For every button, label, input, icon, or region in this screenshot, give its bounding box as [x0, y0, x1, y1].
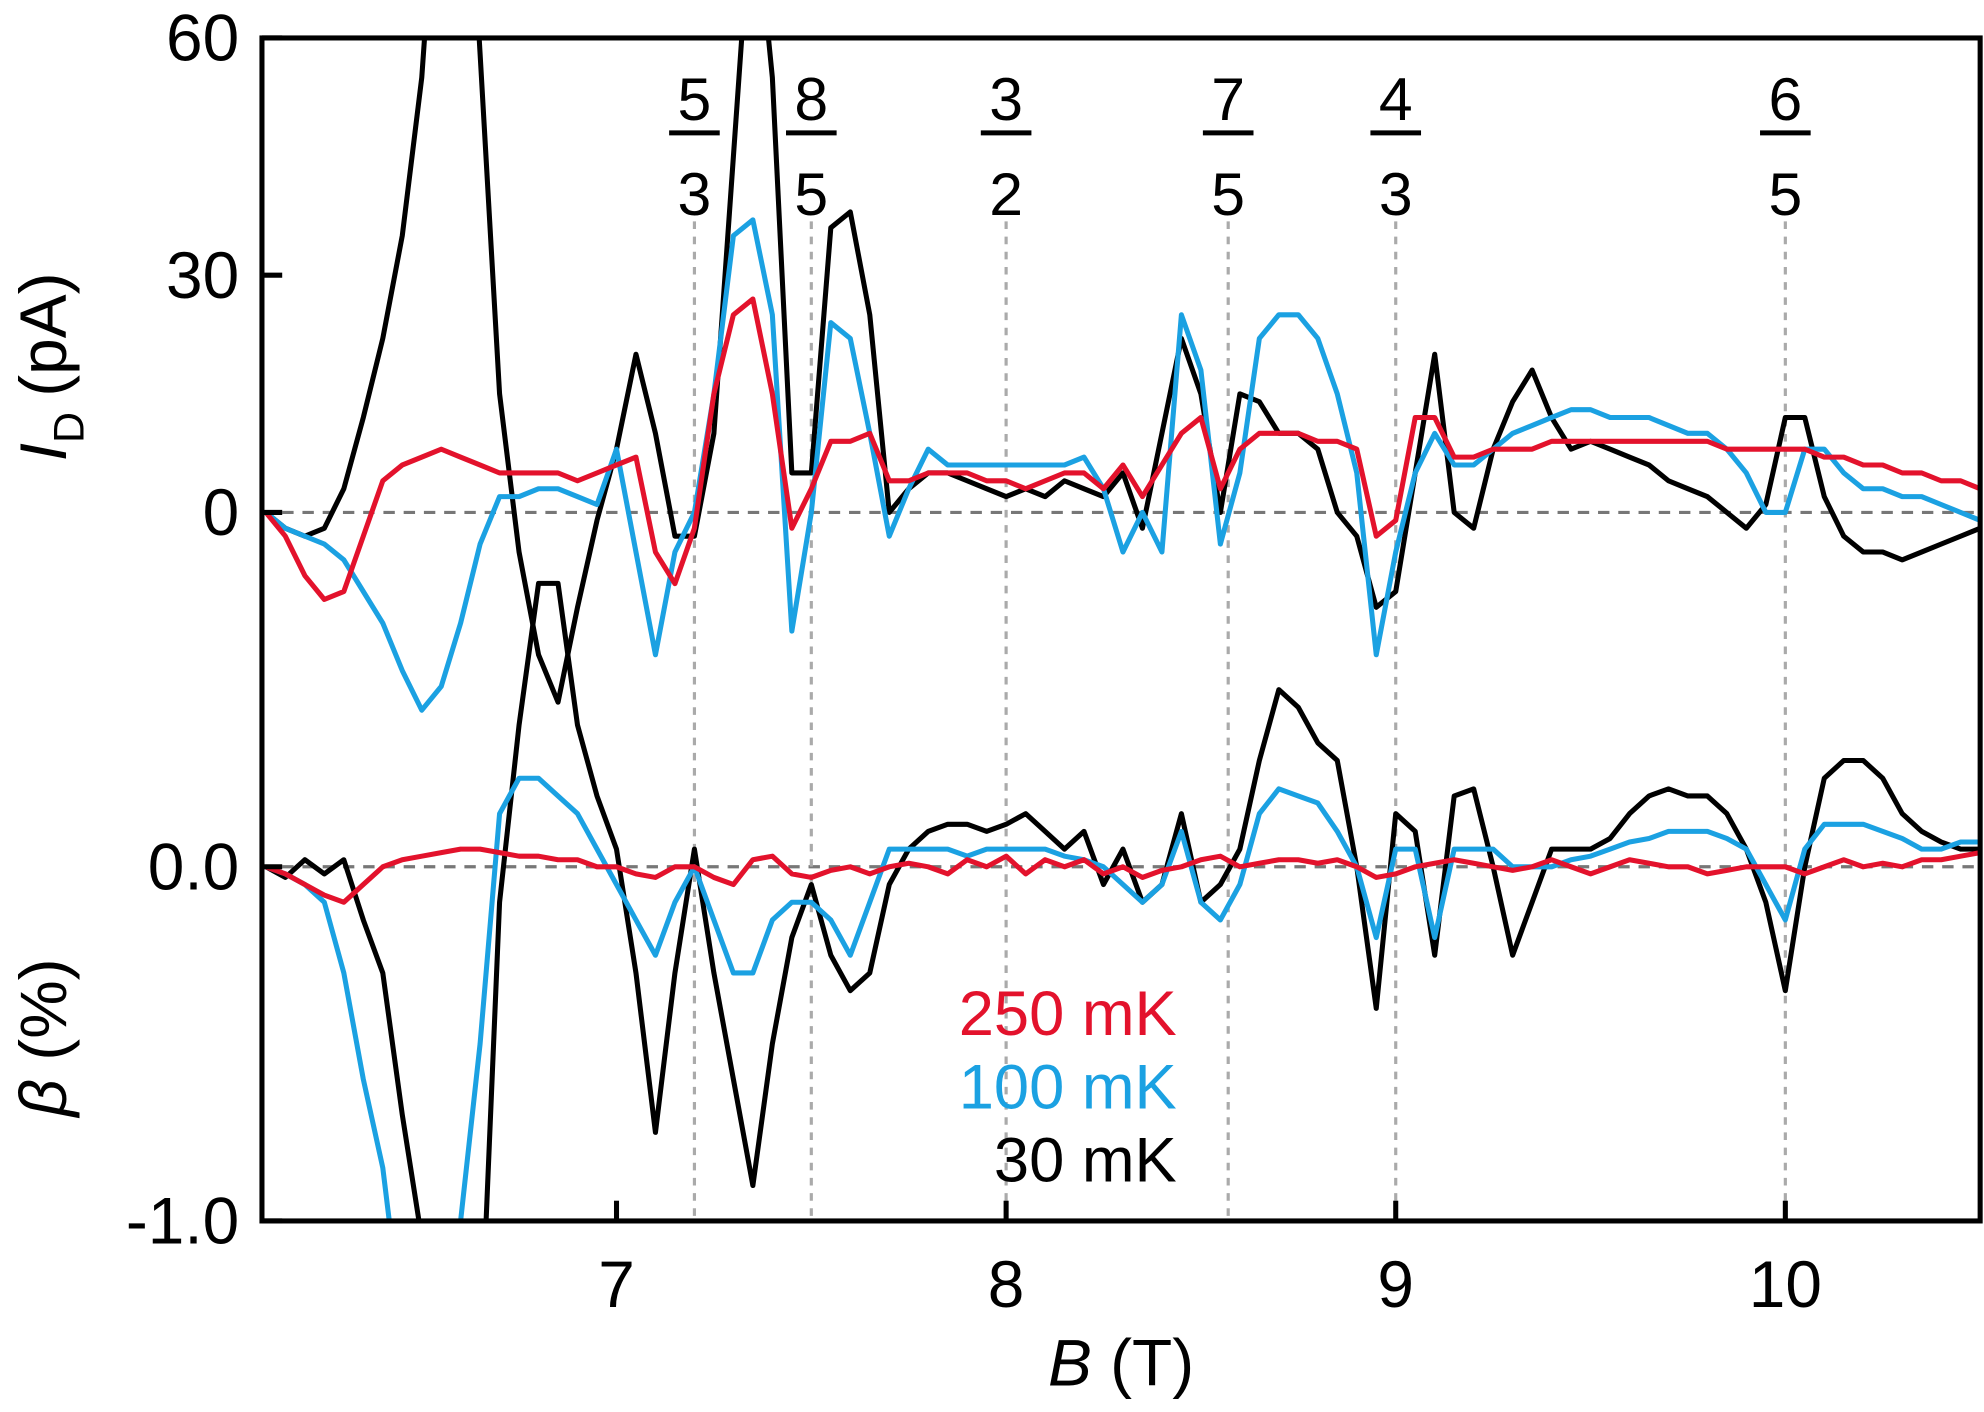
fraction-denominator: 5 [1211, 160, 1245, 228]
data-line [264, 217, 1981, 713]
x-tick-label: 9 [1377, 1247, 1414, 1321]
data-line [264, 580, 1981, 1221]
x-axis-label: B (T) [1048, 1325, 1194, 1399]
x-tick-label: 7 [598, 1247, 635, 1321]
fraction-denominator: 5 [794, 160, 828, 228]
y-tick-label: 0 [203, 475, 240, 549]
fraction-denominator: 3 [678, 160, 712, 228]
x-tick-label: 10 [1749, 1247, 1822, 1321]
x-label-symbol: B [1048, 1325, 1092, 1399]
fraction-numerator: 3 [989, 65, 1023, 133]
y2-label-symbol: β [6, 1079, 80, 1119]
y-tick-label: 60 [166, 1, 239, 75]
fraction-denominator: 3 [1379, 160, 1413, 228]
fraction-numerator: 8 [794, 65, 828, 133]
data-line [265, 775, 1981, 1221]
labels: 5 3 8 5 3 2 7 5 4 3 6 5 7 8 9 10 0 30 60 -1.0 0.0 B (T) ID (pA)… [6, 1, 1822, 1400]
fraction-denominator: 5 [1768, 160, 1802, 228]
x-tick-label: 8 [988, 1247, 1025, 1321]
y-label-unit: (pA) [6, 273, 80, 397]
fraction-denominator: 2 [989, 160, 1023, 228]
fraction-numerator: 5 [678, 65, 712, 133]
data-line [263, 296, 1981, 602]
fraction-numerator: 7 [1211, 65, 1245, 133]
data-line [265, 846, 1981, 905]
fraction-numerator: 6 [1768, 65, 1802, 133]
legend-entry: 30 mK [994, 1126, 1177, 1196]
plot-frame [259, 35, 1983, 1224]
y2-label-unit: (%) [6, 958, 80, 1060]
y-label-symbol: I [6, 443, 80, 461]
legend-entry: 100 mK [959, 1052, 1177, 1122]
y-tick-label: 30 [166, 238, 239, 312]
fraction-numerator: 4 [1379, 65, 1413, 133]
y-tick-label: 0.0 [148, 830, 239, 904]
y-label-subscript: D [46, 412, 94, 443]
data-line [264, 37, 1981, 705]
y-axis-label: ID (pA) [6, 273, 94, 462]
y2-axis-label: β (%) [6, 958, 80, 1118]
lines [263, 37, 1981, 1221]
x-label-unit: (T) [1110, 1325, 1194, 1399]
legend-entry: 250 mK [959, 979, 1177, 1049]
y-tick-label: -1.0 [126, 1184, 239, 1258]
